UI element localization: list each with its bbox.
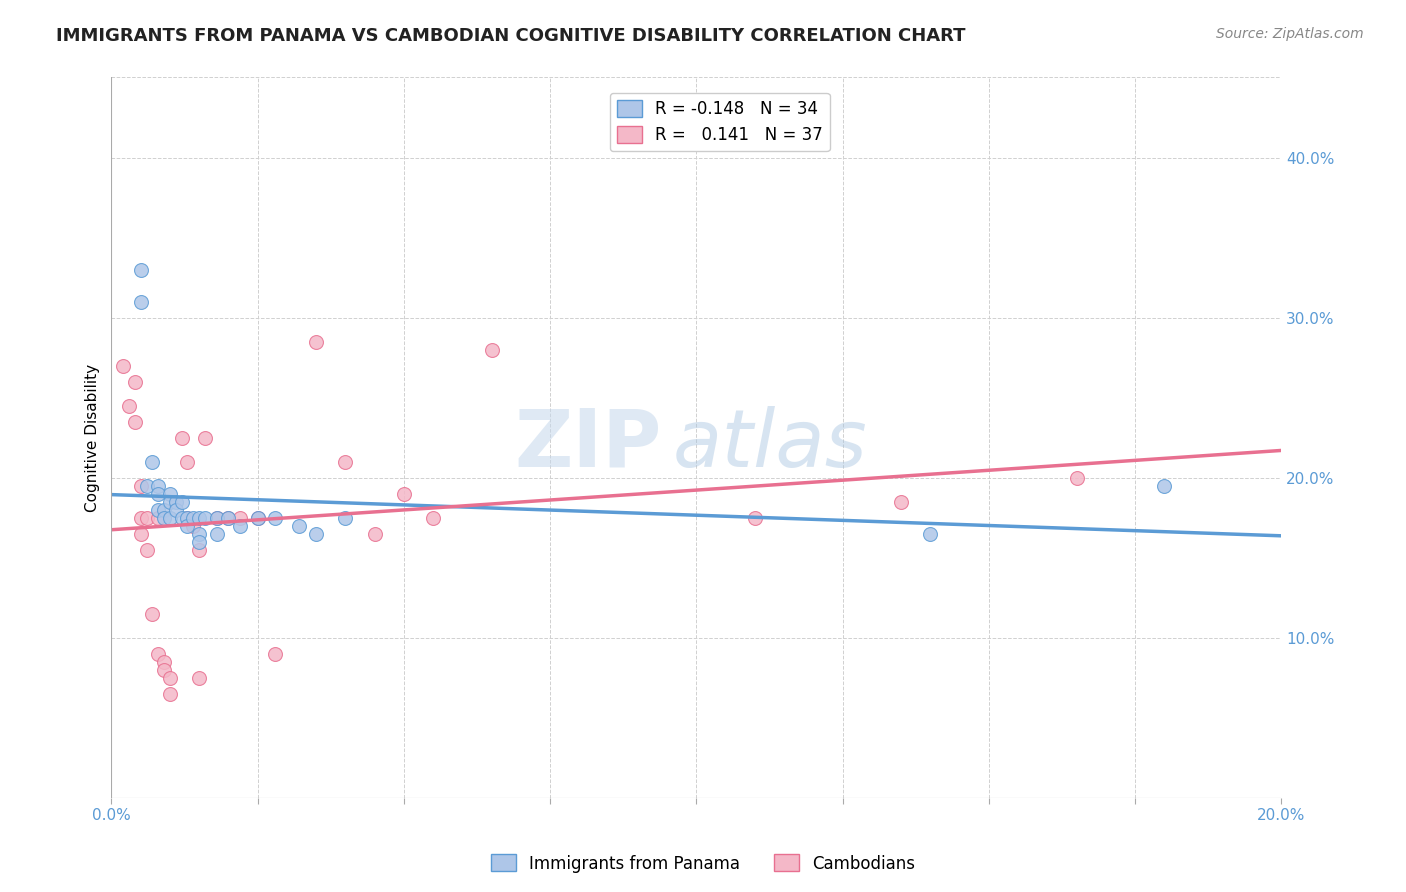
Point: [153, 503, 176, 517]
Point: [205, 511, 228, 525]
Point: [124, 415, 146, 429]
Point: [264, 647, 287, 661]
Point: [188, 511, 211, 525]
Point: [159, 511, 181, 525]
Text: atlas: atlas: [673, 406, 868, 484]
Point: [188, 534, 211, 549]
Point: [176, 518, 198, 533]
Text: ZIP: ZIP: [515, 406, 661, 484]
Point: [129, 294, 152, 309]
Point: [392, 487, 415, 501]
Point: [422, 511, 444, 525]
Point: [287, 518, 309, 533]
Point: [129, 262, 152, 277]
Point: [141, 607, 163, 621]
Point: [205, 511, 228, 525]
Point: [188, 542, 211, 557]
Point: [159, 495, 181, 509]
Point: [181, 511, 204, 525]
Point: [148, 511, 170, 525]
Point: [176, 511, 198, 525]
Point: [246, 511, 269, 525]
Point: [135, 479, 157, 493]
Point: [118, 399, 141, 413]
Point: [159, 687, 181, 701]
Point: [181, 518, 204, 533]
Point: [335, 455, 357, 469]
Text: IMMIGRANTS FROM PANAMA VS CAMBODIAN COGNITIVE DISABILITY CORRELATION CHART: IMMIGRANTS FROM PANAMA VS CAMBODIAN COGN…: [56, 27, 966, 45]
Y-axis label: Cognitive Disability: Cognitive Disability: [86, 364, 100, 512]
Point: [153, 663, 176, 677]
Point: [1066, 471, 1088, 485]
Point: [205, 526, 228, 541]
Legend: R = -0.148   N = 34, R =   0.141   N = 37: R = -0.148 N = 34, R = 0.141 N = 37: [610, 93, 830, 151]
Point: [217, 511, 239, 525]
Point: [744, 511, 766, 525]
Point: [148, 647, 170, 661]
Point: [153, 655, 176, 669]
Point: [217, 511, 239, 525]
Point: [194, 511, 217, 525]
Point: [229, 511, 252, 525]
Point: [165, 495, 187, 509]
Point: [141, 455, 163, 469]
Point: [920, 526, 942, 541]
Point: [129, 526, 152, 541]
Point: [305, 526, 328, 541]
Point: [229, 518, 252, 533]
Legend: Immigrants from Panama, Cambodians: Immigrants from Panama, Cambodians: [484, 847, 922, 880]
Point: [170, 495, 193, 509]
Point: [335, 511, 357, 525]
Point: [159, 671, 181, 685]
Point: [153, 511, 176, 525]
Point: [176, 455, 198, 469]
Point: [148, 479, 170, 493]
Point: [129, 479, 152, 493]
Point: [246, 511, 269, 525]
Point: [890, 495, 912, 509]
Point: [264, 511, 287, 525]
Point: [170, 431, 193, 445]
Point: [148, 503, 170, 517]
Point: [124, 375, 146, 389]
Point: [112, 359, 135, 373]
Point: [176, 511, 198, 525]
Point: [135, 511, 157, 525]
Point: [159, 487, 181, 501]
Point: [194, 431, 217, 445]
Text: Source: ZipAtlas.com: Source: ZipAtlas.com: [1216, 27, 1364, 41]
Point: [129, 511, 152, 525]
Point: [165, 503, 187, 517]
Point: [305, 334, 328, 349]
Point: [135, 542, 157, 557]
Point: [188, 526, 211, 541]
Point: [188, 671, 211, 685]
Point: [1153, 479, 1175, 493]
Point: [148, 487, 170, 501]
Point: [170, 511, 193, 525]
Point: [363, 526, 385, 541]
Point: [481, 343, 503, 357]
